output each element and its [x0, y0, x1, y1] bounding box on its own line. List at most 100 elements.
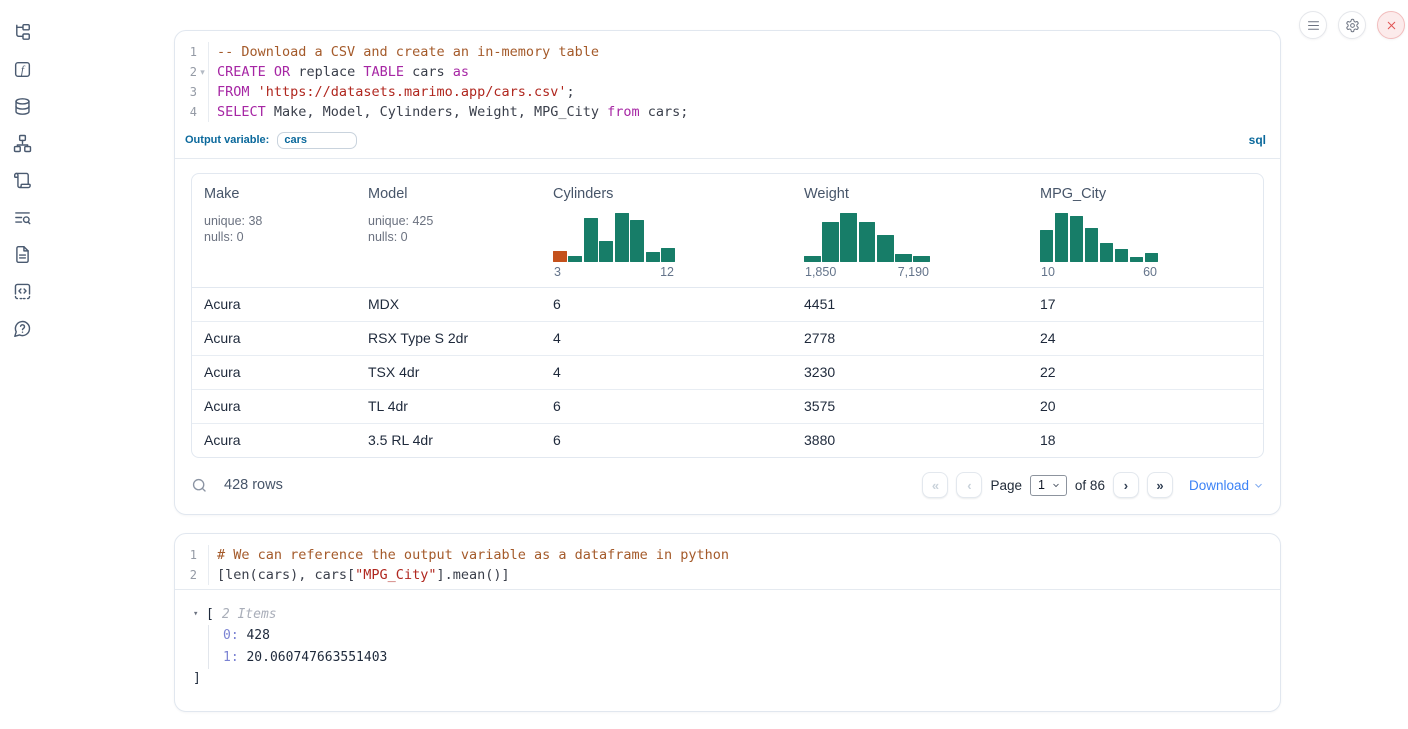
column-header-make[interactable]: Make unique: 38 nulls: 0 — [192, 174, 356, 287]
search-icon[interactable] — [191, 476, 209, 494]
output-variable-input[interactable] — [277, 131, 358, 149]
code-text: [len(cars), cars["MPG_City"].mean()] — [217, 567, 510, 583]
table-cell: 2778 — [804, 330, 836, 346]
code-text: # We can reference the output variable a… — [217, 547, 730, 563]
table-row[interactable]: Acura 3.5 RL 4dr 6 3880 18 — [192, 423, 1263, 457]
last-page-button[interactable]: » — [1146, 472, 1173, 498]
scratchpad-icon[interactable] — [12, 170, 32, 190]
sidebar: f — [0, 0, 44, 729]
tree-entry-key: 0: — [223, 628, 239, 643]
logs-icon[interactable] — [12, 207, 32, 227]
fold-spacer — [197, 545, 209, 565]
notebook-actions — [1299, 11, 1405, 39]
settings-button[interactable] — [1338, 11, 1366, 39]
table-cell: 3.5 RL 4dr — [368, 432, 433, 448]
histogram-bar — [1129, 256, 1144, 262]
table-cell: 17 — [1040, 296, 1056, 312]
code-line[interactable]: 4 SELECT Make, Model, Cylinders, Weight, … — [175, 102, 1280, 122]
table-cell: 20 — [1040, 398, 1056, 414]
code-line[interactable]: 2 [len(cars), cars["MPG_City"].mean()] — [175, 565, 1280, 585]
fold-spacer — [197, 42, 209, 62]
table-cell: 22 — [1040, 364, 1056, 380]
histogram-bar — [614, 212, 629, 262]
fold-chevron-icon[interactable]: ▾ — [197, 62, 209, 82]
table-row[interactable]: Acura TSX 4dr 4 3230 22 — [192, 355, 1263, 389]
tree-items-count: 2 Items — [221, 606, 277, 622]
previous-page-button[interactable]: ‹ — [956, 472, 983, 498]
line-number: 2 — [189, 568, 197, 582]
table-header: Make unique: 38 nulls: 0 Model unique: 4… — [192, 174, 1263, 288]
mpg-city-histogram: 10 60 — [1040, 210, 1158, 279]
table-cell: 6 — [553, 432, 561, 448]
hist-max-label: 7,190 — [897, 265, 929, 279]
code-text: CREATE OR replace TABLE cars as — [217, 64, 470, 80]
table-cell: 24 — [1040, 330, 1056, 346]
code-line[interactable]: 2 ▾ CREATE OR replace TABLE cars as — [175, 62, 1280, 82]
python-cell: 1 # We can reference the output variable … — [174, 533, 1281, 712]
variables-icon[interactable]: f — [12, 59, 32, 79]
histogram-bar — [840, 212, 858, 262]
column-title: Make — [204, 186, 240, 202]
stat-unique: unique: 38 — [204, 214, 263, 228]
table-body: Acura MDX 6 4451 17 Acura RSX Type S 2dr 4 2778 2… — [192, 288, 1263, 457]
menu-button[interactable] — [1299, 11, 1327, 39]
table-cell: 3880 — [804, 432, 836, 448]
dependency-graph-icon[interactable] — [12, 133, 32, 153]
code-line[interactable]: 1 # We can reference the output variable … — [175, 545, 1280, 565]
column-title: MPG_City — [1040, 186, 1107, 202]
histogram-bar — [1054, 212, 1069, 262]
chevron-down-icon — [1255, 483, 1262, 488]
next-page-button[interactable]: › — [1112, 472, 1139, 498]
table-cell: 6 — [553, 398, 561, 414]
table-row[interactable]: Acura MDX 6 4451 17 — [192, 288, 1263, 321]
shutdown-button[interactable] — [1377, 11, 1405, 39]
help-icon[interactable] — [12, 318, 32, 338]
histogram-bar — [1084, 227, 1099, 262]
histogram-bar — [913, 256, 931, 262]
code-text: -- Download a CSV and create an in-memor… — [217, 44, 600, 60]
code-line[interactable]: 3 FROM 'https://datasets.marimo.app/cars.… — [175, 82, 1280, 102]
histogram-bar — [1099, 243, 1114, 262]
page-select[interactable]: 1 — [1029, 474, 1067, 496]
column-header-model[interactable]: Model unique: 425 nulls: 0 — [356, 174, 541, 287]
page-select-value: 1 — [1037, 478, 1045, 492]
code-line[interactable]: 1 -- Download a CSV and create an in-memo… — [175, 42, 1280, 62]
tree-entry: 1: 20.060747663551403 — [223, 647, 1264, 669]
line-number: 4 — [189, 105, 197, 119]
cylinders-histogram: 3 12 — [553, 210, 675, 279]
histogram-bar — [1114, 249, 1129, 262]
snippets-icon[interactable] — [12, 281, 32, 301]
file-explorer-icon[interactable] — [12, 22, 32, 42]
python-code-editor[interactable]: 1 # We can reference the output variable … — [175, 534, 1280, 589]
row-count: 428 rows — [224, 477, 283, 493]
stat-unique: unique: 425 — [368, 214, 434, 228]
output-variable-label: Output variable: — [185, 134, 270, 146]
tree-entry-value: 428 — [238, 628, 270, 643]
hist-min-label: 1,850 — [805, 265, 837, 279]
histogram-bar — [645, 251, 660, 262]
tree-close-bracket: ] — [193, 671, 201, 686]
column-header-cylinders[interactable]: Cylinders 3 12 — [541, 174, 792, 287]
tree-collapse-icon[interactable]: ▾ — [193, 609, 199, 619]
table-cell: 4 — [553, 330, 561, 346]
sql-code-editor[interactable]: 1 -- Download a CSV and create an in-memo… — [175, 31, 1280, 126]
histogram-bar — [822, 222, 839, 262]
page-total: of 86 — [1074, 477, 1105, 493]
language-badge[interactable]: sql — [1248, 133, 1266, 147]
table-cell: Acura — [204, 432, 241, 448]
histogram-bar — [661, 247, 675, 262]
first-page-button[interactable]: « — [922, 472, 949, 498]
histogram-bar — [876, 234, 894, 262]
download-button[interactable]: Download — [1189, 478, 1264, 493]
hist-max-label: 60 — [1143, 265, 1157, 279]
column-header-weight[interactable]: Weight 1,850 7,190 — [792, 174, 1028, 287]
table-row[interactable]: Acura TL 4dr 6 3575 20 — [192, 389, 1263, 423]
page-label: Page — [990, 477, 1022, 493]
fold-spacer — [197, 102, 209, 122]
fold-spacer — [197, 565, 209, 585]
data-sources-icon[interactable] — [12, 96, 32, 116]
table-row[interactable]: Acura RSX Type S 2dr 4 2778 24 — [192, 321, 1263, 355]
line-number: 2 — [189, 65, 197, 79]
column-header-mpg-city[interactable]: MPG_City 10 60 — [1028, 174, 1263, 287]
documentation-icon[interactable] — [12, 244, 32, 264]
